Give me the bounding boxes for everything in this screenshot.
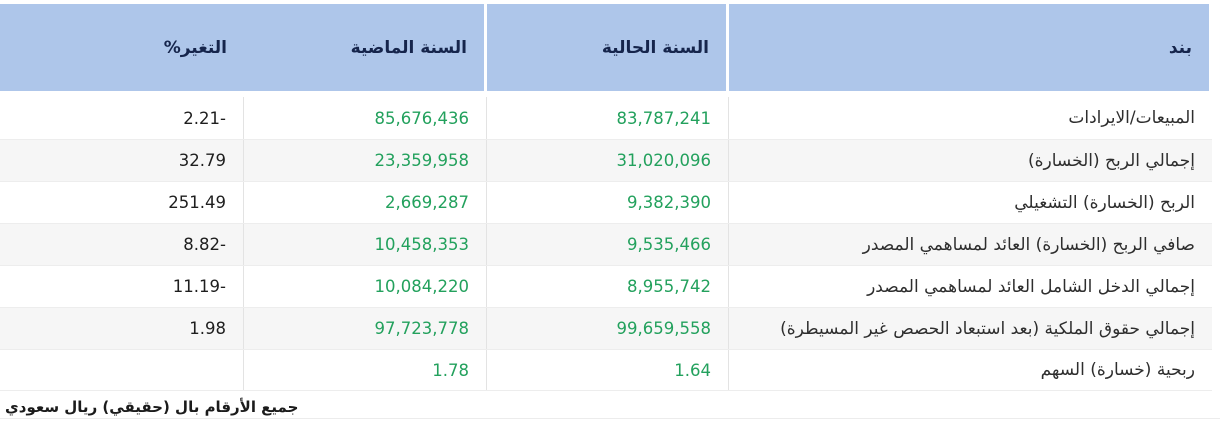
current-year-value: 99,659,558 — [487, 308, 729, 349]
table-row: صافي الربح (الخسارة) العائد لمساهمي المص… — [0, 223, 1212, 265]
previous-year-value: 85,676,436 — [244, 97, 487, 139]
table-row: إجمالي الربح (الخسارة) 31,020,096 23,359… — [0, 139, 1212, 181]
row-label: إجمالي الدخل الشامل العائد لمساهمي المصد… — [867, 276, 1195, 297]
change-pct-value: 32.79 — [0, 140, 244, 181]
row-label: صافي الربح (الخسارة) العائد لمساهمي المص… — [862, 234, 1195, 255]
current-year-value: 9,535,466 — [487, 224, 729, 265]
previous-year-value: 97,723,778 — [244, 308, 487, 349]
previous-year-value: 2,669,287 — [244, 182, 487, 223]
table-row: الربح (الخسارة) التشغيلي 9,382,390 2,669… — [0, 181, 1212, 223]
row-label: الربح (الخسارة) التشغيلي — [1014, 192, 1195, 213]
current-year-value: 9,382,390 — [487, 182, 729, 223]
change-pct-value — [0, 350, 244, 390]
header-cell-change-pct: التغير% — [0, 4, 244, 91]
currency-footnote: جميع الأرقام بال (حقيقي) ريال سعودي — [0, 391, 1220, 419]
current-year-value: 8,955,742 — [487, 266, 729, 307]
table-row: المبيعات/الايرادات 83,787,241 85,676,436… — [0, 97, 1212, 139]
header-cell-current-year: السنة الحالية — [487, 4, 729, 91]
previous-year-value: 23,359,958 — [244, 140, 487, 181]
row-label: إجمالي الربح (الخسارة) — [1028, 150, 1195, 171]
change-pct-value: 2.21- — [0, 97, 244, 139]
table-row: ربحية (خسارة) السهم 1.64 1.78 — [0, 349, 1212, 391]
header-cell-item: بند — [729, 4, 1212, 91]
change-pct-value: 8.82- — [0, 224, 244, 265]
header-cell-previous-year: السنة الماضية — [244, 4, 487, 91]
row-label: ربحية (خسارة) السهم — [1040, 360, 1195, 380]
current-year-value: 1.64 — [487, 350, 729, 390]
current-year-value: 83,787,241 — [487, 97, 729, 139]
financials-table: بند السنة الحالية السنة الماضية التغير% … — [0, 4, 1220, 419]
previous-year-value: 1.78 — [244, 350, 487, 390]
change-pct-value: 1.98 — [0, 308, 244, 349]
row-label: المبيعات/الايرادات — [1068, 108, 1195, 128]
row-label: إجمالي حقوق الملكية (بعد استبعاد الحصص غ… — [780, 318, 1195, 339]
change-pct-value: 11.19- — [0, 266, 244, 307]
change-pct-value: 251.49 — [0, 182, 244, 223]
table-row: إجمالي الدخل الشامل العائد لمساهمي المصد… — [0, 265, 1212, 307]
table-header-row: بند السنة الحالية السنة الماضية التغير% — [0, 4, 1212, 91]
table-body: المبيعات/الايرادات 83,787,241 85,676,436… — [0, 97, 1212, 391]
table-row: إجمالي حقوق الملكية (بعد استبعاد الحصص غ… — [0, 307, 1212, 349]
previous-year-value: 10,084,220 — [244, 266, 487, 307]
previous-year-value: 10,458,353 — [244, 224, 487, 265]
current-year-value: 31,020,096 — [487, 140, 729, 181]
